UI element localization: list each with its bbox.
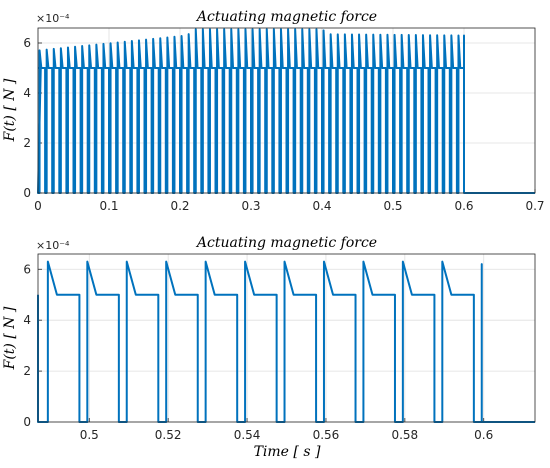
bottom-x-tick-label: 0.52	[155, 428, 182, 442]
bottom-x-tick-label: 0.5	[80, 428, 99, 442]
top-plot-ticks: 0 0.1 0.2 0.3 0.4 0.5 0.6 0.7 0 2 4 6	[23, 36, 544, 213]
top-x-tick-label: 0.1	[99, 199, 118, 213]
bottom-plot-title: Actuating magnetic force	[195, 235, 377, 251]
bottom-plot: 0.5 0.52 0.54 0.56 0.58 0.6 0 2 4 6 Actuating mag…	[2, 235, 536, 460]
bottom-y-tick-label: 4	[23, 313, 31, 327]
bottom-x-tick-label: 0.58	[391, 428, 418, 442]
top-plot-y-multiplier: ×10⁻⁴	[36, 12, 70, 25]
bottom-plot-line	[37, 260, 535, 423]
top-x-tick-label: 0	[34, 199, 42, 213]
bottom-x-tick-label: 0.6	[474, 428, 493, 442]
top-x-tick-label: 0.2	[170, 199, 189, 213]
top-x-tick-label: 0.3	[241, 199, 260, 213]
top-plot-y-label: F(t) [ N ]	[2, 78, 18, 142]
bottom-y-tick-label: 0	[23, 415, 31, 429]
top-x-tick-label: 0.5	[383, 199, 402, 213]
bottom-plot-x-label: Time [ s ]	[254, 444, 321, 460]
bottom-y-tick-label: 2	[23, 364, 31, 378]
bottom-plot-background	[38, 254, 535, 422]
top-plot-border	[37, 27, 536, 194]
bottom-plot-ticks: 0.5 0.52 0.54 0.56 0.58 0.6 0 2 4 6	[23, 262, 493, 442]
top-y-tick-label: 6	[23, 36, 31, 50]
bottom-series-line	[37, 260, 535, 423]
bottom-plot-y-label: F(t) [ N ]	[2, 306, 18, 370]
top-plot-title: Actuating magnetic force	[195, 9, 377, 25]
top-y-tick-label: 2	[23, 136, 31, 150]
top-x-tick-label: 0.4	[312, 199, 331, 213]
top-y-tick-label: 0	[23, 186, 31, 200]
top-plot: 0 0.1 0.2 0.3 0.4 0.5 0.6 0.7 0 2 4 6 Actuating mag…	[2, 9, 545, 213]
top-x-tick-label: 0.6	[454, 199, 473, 213]
top-x-tick-label: 0.7	[525, 199, 544, 213]
bottom-plot-y-multiplier: ×10⁻⁴	[36, 239, 70, 252]
bottom-y-tick-label: 6	[23, 262, 31, 276]
bottom-x-tick-label: 0.56	[313, 428, 340, 442]
bottom-plot-border	[37, 253, 536, 423]
bottom-x-tick-label: 0.54	[234, 428, 261, 442]
top-y-tick-label: 4	[23, 86, 31, 100]
